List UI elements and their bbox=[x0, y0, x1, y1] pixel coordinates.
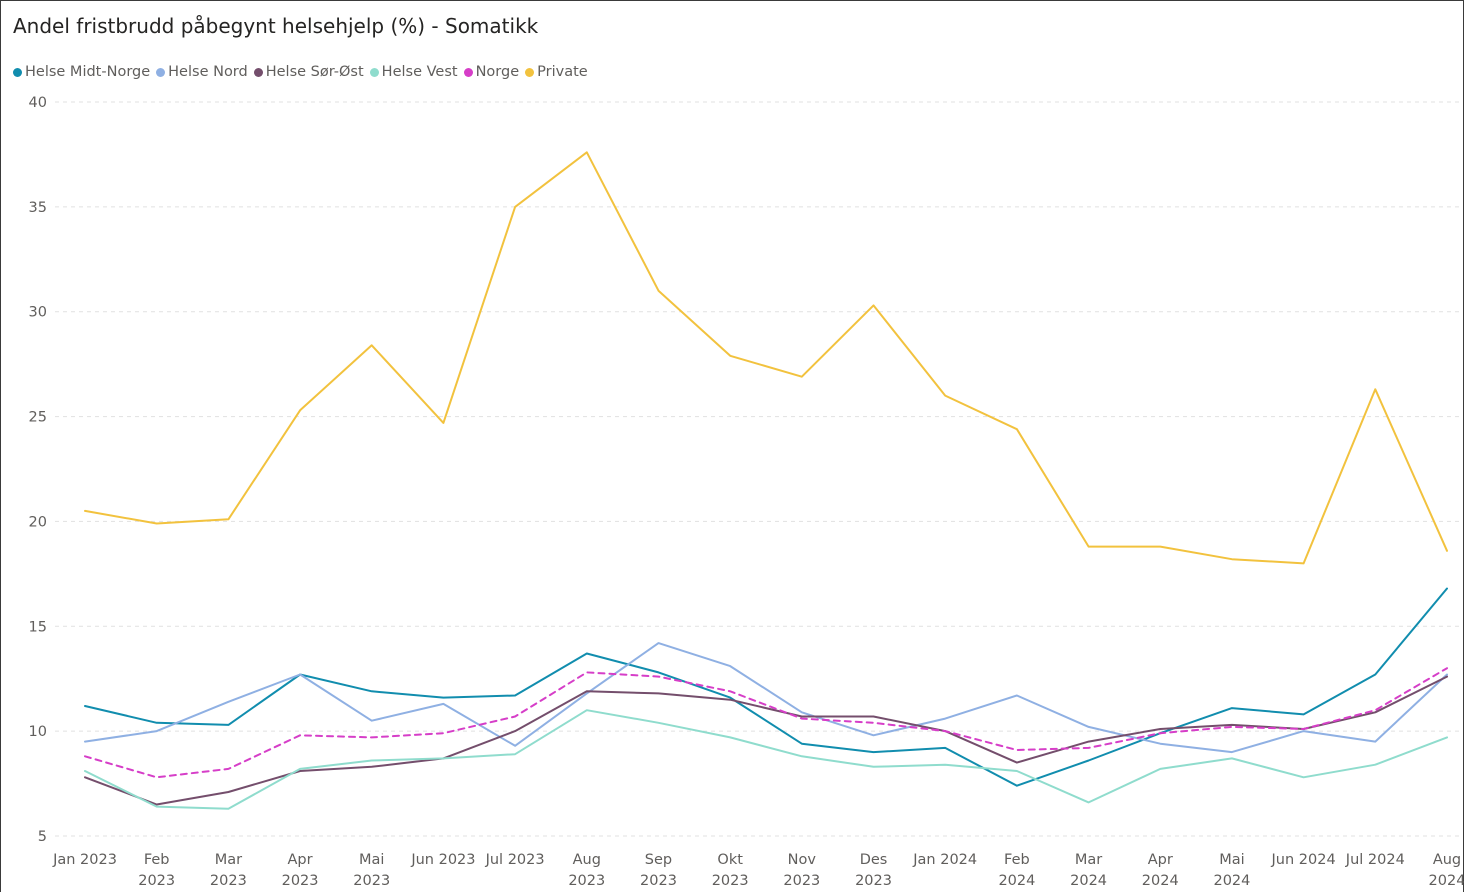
x-tick-label: Feb 2023 bbox=[138, 852, 175, 889]
legend-label: Private bbox=[537, 64, 588, 80]
series-line-helse-midt-norge bbox=[84, 587, 1448, 787]
x-tick-label: Jan 2024 bbox=[912, 852, 977, 868]
legend-item-private[interactable]: Private bbox=[525, 64, 588, 80]
legend-item-helse-vest[interactable]: Helse Vest bbox=[369, 64, 458, 80]
x-tick-label: Aug 2024 bbox=[1429, 852, 1464, 889]
x-tick-label: Feb 2024 bbox=[998, 852, 1035, 889]
legend-marker bbox=[13, 67, 22, 77]
chart-title: Andel fristbrudd påbegynt helsehjelp (%)… bbox=[13, 14, 539, 38]
x-tick-label: Okt 2023 bbox=[712, 852, 749, 889]
legend-label: Helse Nord bbox=[168, 64, 248, 80]
series-line-norge bbox=[84, 667, 1448, 779]
y-tick-label: 35 bbox=[29, 200, 47, 216]
series-line-helse-vest bbox=[84, 709, 1448, 810]
series-line-helse-nord bbox=[84, 642, 1448, 754]
legend-item-helse-midt-norge[interactable]: Helse Midt-Norge bbox=[13, 64, 150, 80]
legend-item-helse-nord[interactable]: Helse Nord bbox=[156, 64, 248, 80]
legend-label: Helse Midt-Norge bbox=[25, 64, 151, 80]
x-tick-label: Nov 2023 bbox=[783, 852, 820, 889]
x-tick-label: Mai 2024 bbox=[1213, 852, 1250, 889]
x-tick-label: Jul 2024 bbox=[1345, 852, 1405, 868]
legend-label: Norge bbox=[475, 64, 520, 80]
x-tick-label: Jul 2023 bbox=[485, 852, 545, 868]
series-line-helse-sor-ost bbox=[84, 675, 1448, 806]
y-tick-label: 5 bbox=[38, 829, 47, 845]
x-tick-label: Aug 2023 bbox=[568, 852, 605, 889]
legend-marker bbox=[463, 67, 473, 77]
legend-label: Helse Vest bbox=[381, 64, 458, 80]
y-tick-label: 15 bbox=[29, 619, 47, 635]
legend-label: Helse Sør-Øst bbox=[265, 64, 364, 80]
x-tick-label: Mar 2024 bbox=[1070, 852, 1107, 889]
legend-item-helse-sor-ost[interactable]: Helse Sør-Øst bbox=[253, 64, 364, 80]
y-tick-label: 20 bbox=[29, 514, 47, 530]
legend-marker bbox=[525, 67, 535, 77]
x-tick-label: Mai 2023 bbox=[353, 852, 390, 889]
y-tick-label: 10 bbox=[29, 724, 47, 740]
x-tick-label: Des 2023 bbox=[855, 852, 892, 889]
series-line-private bbox=[84, 151, 1448, 565]
chart-legend: Helse Midt-Norge Helse Nord Helse Sør-Øst H… bbox=[13, 64, 594, 80]
x-tick-label: Sep 2023 bbox=[640, 852, 677, 889]
x-tick-label: Apr 2023 bbox=[282, 852, 319, 889]
x-tick-label: Mar 2023 bbox=[210, 852, 247, 889]
y-tick-label: 25 bbox=[29, 410, 47, 426]
x-tick-label: Jun 2024 bbox=[1271, 852, 1336, 868]
legend-marker bbox=[369, 67, 379, 77]
x-tick-label: Jun 2023 bbox=[410, 852, 475, 868]
legend-item-norge[interactable]: Norge bbox=[463, 64, 520, 80]
legend-marker bbox=[156, 67, 166, 77]
legend-marker bbox=[253, 67, 263, 77]
y-tick-label: 40 bbox=[29, 95, 47, 111]
x-tick-label: Apr 2024 bbox=[1142, 852, 1179, 889]
y-tick-label: 30 bbox=[29, 305, 47, 321]
x-tick-label: Jan 2023 bbox=[52, 852, 117, 868]
